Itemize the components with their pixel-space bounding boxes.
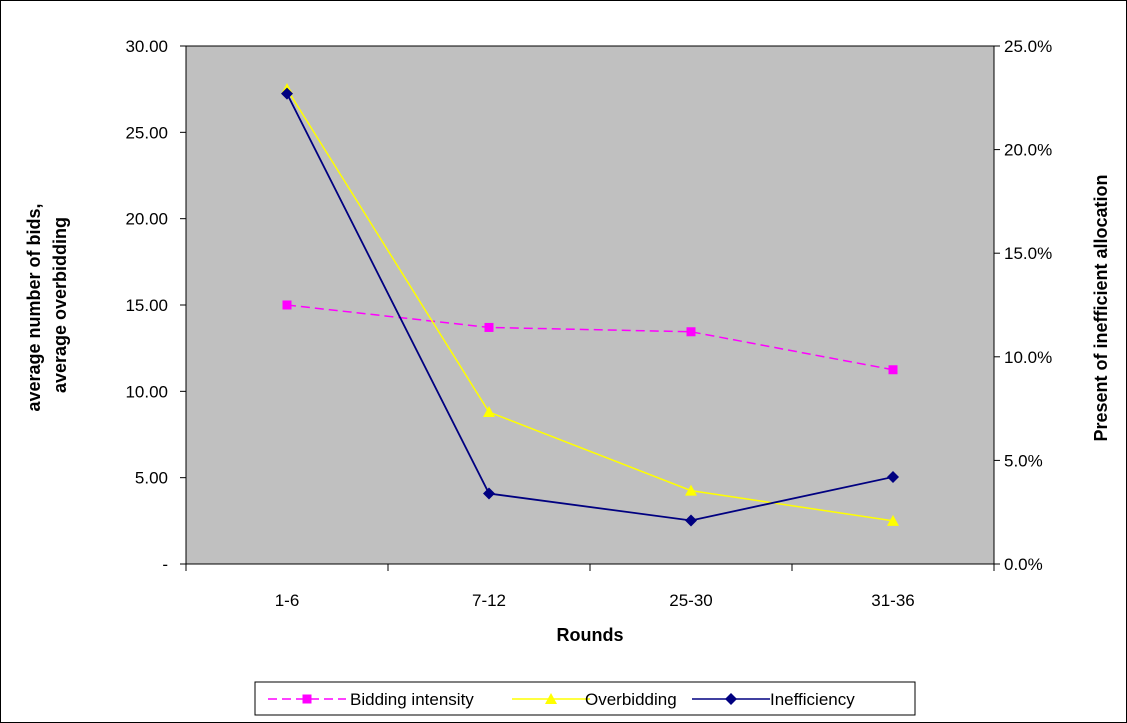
series-point-2 — [483, 487, 495, 500]
y-left-tick-label: - — [162, 555, 168, 574]
legend-label: Inefficiency — [770, 690, 855, 709]
legend-swatch-marker — [725, 693, 737, 705]
x-tick-label: 25-30 — [669, 591, 712, 610]
legend: Bidding intensity Overbidding Inefficiency — [254, 681, 916, 716]
y-left-tick-label: 25.00 — [125, 123, 168, 142]
axes-layer: - 5.00 10.00 15.00 20.00 25.00 30.00 0.0% 5.0% 10… — [125, 37, 1052, 610]
series-line-2 — [286, 93, 894, 522]
y-right-tick-label: 0.0% — [1004, 555, 1043, 574]
y-right-tick-label: 5.0% — [1004, 451, 1043, 470]
y-right-tick-label: 25.0% — [1004, 37, 1052, 56]
y-axis-left-title-line1: average number of bids, — [24, 203, 44, 411]
plot-area — [185, 45, 995, 565]
y-right-tick-label: 15.0% — [1004, 244, 1052, 263]
series-point-2 — [887, 470, 899, 483]
y-axis-left-title-line2: average overbidding — [50, 217, 70, 393]
y-left-tick-label: 20.00 — [125, 210, 168, 229]
legend-label: Overbidding — [585, 690, 677, 709]
y-right-tick-label: 20.0% — [1004, 141, 1052, 160]
series-point-1 — [685, 484, 697, 496]
series-point-0 — [888, 365, 898, 375]
series-layer — [281, 83, 899, 527]
legend-swatch-marker — [545, 693, 557, 704]
x-tick-label: 31-36 — [871, 591, 914, 610]
y-axis-right-title: Present of inefficient allocation — [1091, 174, 1111, 441]
series-point-1 — [887, 514, 899, 526]
series-line-1 — [286, 88, 894, 522]
series-point-2 — [685, 514, 697, 527]
y-left-tick-label: 10.00 — [125, 382, 168, 401]
x-axis-title: Rounds — [557, 625, 624, 645]
y-left-tick-label: 30.00 — [125, 37, 168, 56]
x-tick-label: 7-12 — [472, 591, 506, 610]
y-axis-left-title: average number of bids, average overbidd… — [24, 198, 70, 411]
series-point-1 — [483, 406, 495, 418]
x-tick-label: 1-6 — [275, 591, 300, 610]
y-left-tick-label: 15.00 — [125, 296, 168, 315]
legend-label: Bidding intensity — [350, 690, 474, 709]
series-point-0 — [686, 327, 696, 337]
series-line-0 — [286, 304, 894, 371]
series-point-0 — [484, 322, 494, 332]
y-right-tick-label: 10.0% — [1004, 348, 1052, 367]
y-left-tick-label: 5.00 — [135, 469, 168, 488]
series-point-2 — [281, 87, 293, 100]
series-point-0 — [282, 300, 292, 310]
legend-swatch-marker — [302, 694, 312, 704]
